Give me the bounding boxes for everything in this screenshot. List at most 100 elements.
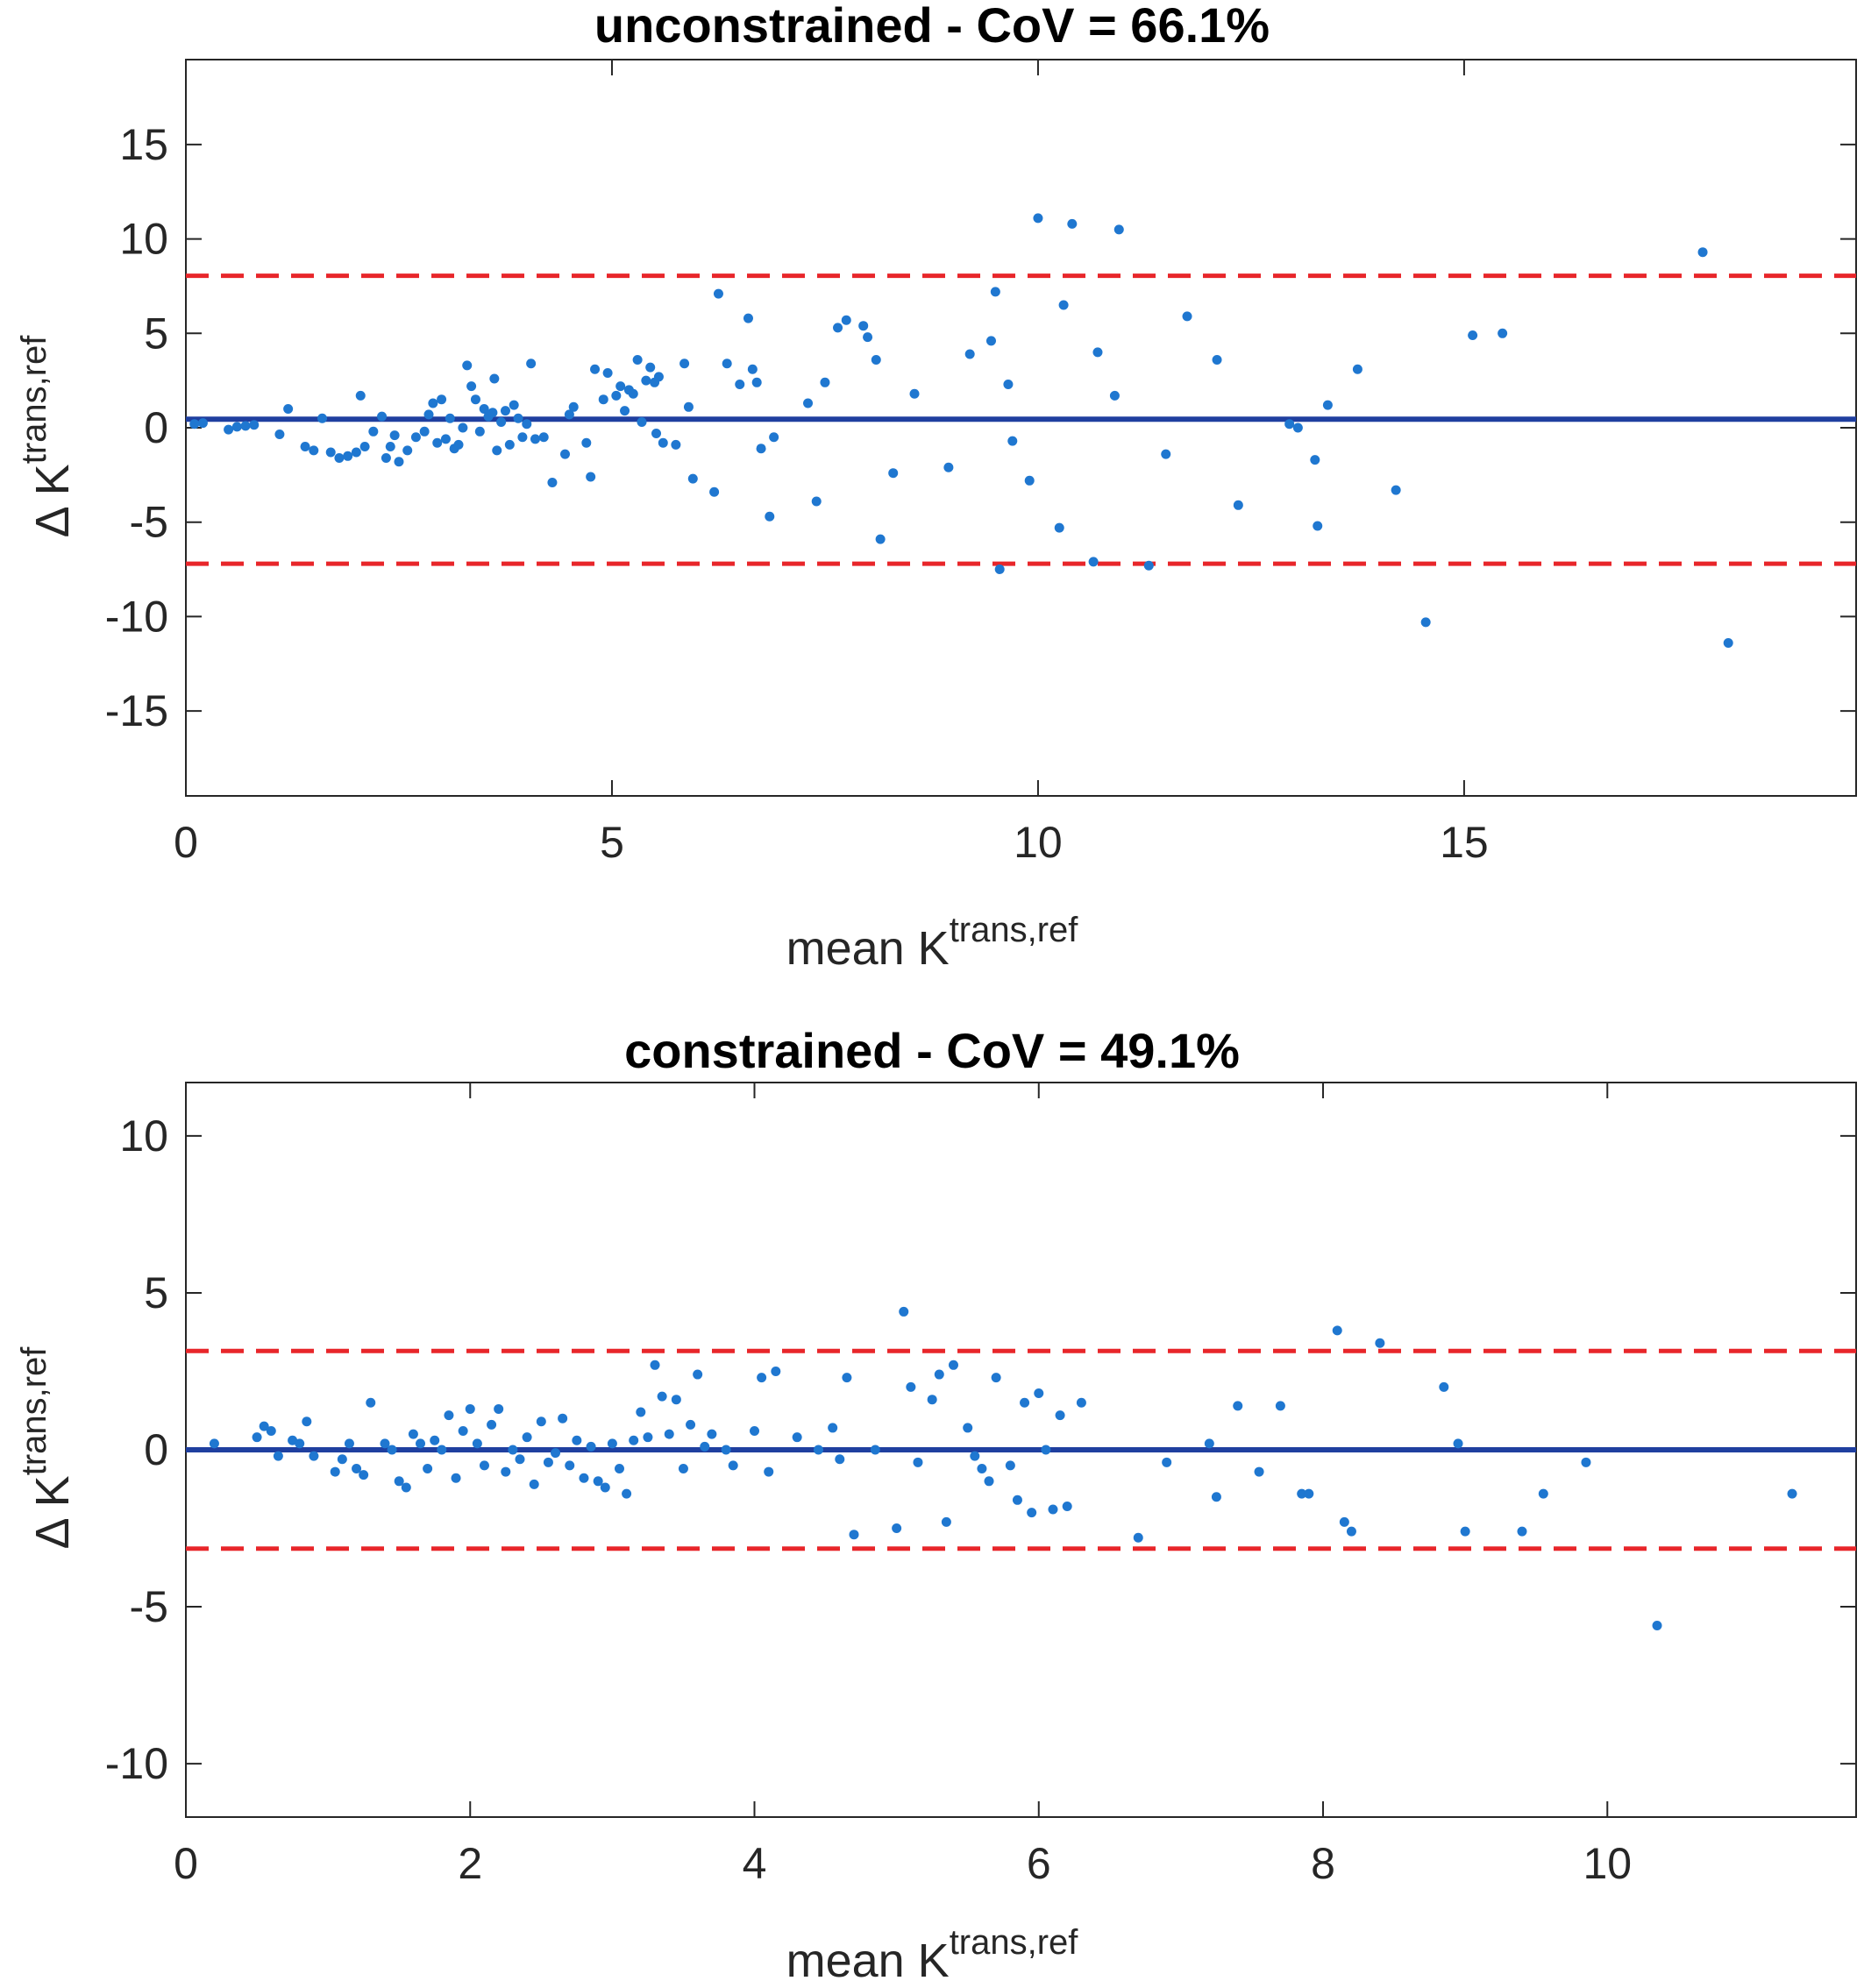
- scatter-point: [913, 1457, 923, 1467]
- scatter-point: [266, 1426, 276, 1437]
- x-tick-label: 6: [1027, 1839, 1051, 1888]
- scatter-point: [423, 1463, 433, 1473]
- y-tick-label: 15: [119, 120, 168, 169]
- scatter-point: [1161, 449, 1171, 459]
- scatter-point: [387, 1445, 397, 1455]
- scatter-point: [892, 1523, 902, 1534]
- scatter-point: [1284, 419, 1295, 430]
- scatter-point: [835, 1454, 845, 1465]
- scatter-point: [465, 1403, 475, 1414]
- scatter-point: [453, 439, 464, 450]
- scatter-point: [687, 473, 698, 484]
- y-tick-label: -15: [105, 686, 168, 735]
- scatter-point: [1468, 330, 1478, 340]
- scatter-point: [671, 439, 681, 450]
- scatter-point: [500, 406, 510, 416]
- scatter-point: [757, 1373, 767, 1383]
- scatter-point: [317, 413, 328, 423]
- scatter-point: [259, 1421, 269, 1431]
- scatter-point: [586, 1441, 596, 1452]
- scatter-point: [283, 403, 294, 414]
- scatter-point: [769, 432, 779, 443]
- scatter-point: [295, 1438, 305, 1449]
- scatter-point: [377, 411, 388, 422]
- scatter-point: [871, 354, 881, 365]
- scatter-point: [538, 432, 549, 443]
- scatter-point: [1133, 1532, 1143, 1543]
- x-axis-label: mean Ktrans,ref: [786, 1923, 1079, 1987]
- y-tick-label: 0: [144, 1425, 168, 1474]
- scatter-point: [1391, 485, 1401, 495]
- scatter-point: [722, 359, 732, 369]
- scatter-point: [709, 486, 720, 497]
- scatter-point: [401, 1482, 411, 1493]
- scatter-point: [593, 1476, 603, 1487]
- scatter-point: [1723, 638, 1733, 649]
- scatter-point: [252, 1432, 262, 1443]
- scatter-point: [1058, 300, 1069, 310]
- scatter-point: [828, 1423, 838, 1433]
- scatter-point: [658, 437, 668, 448]
- scatter-point: [664, 1429, 674, 1439]
- y-tick-label: 10: [119, 215, 168, 264]
- scatter-point: [1005, 1460, 1015, 1471]
- scatter-point: [1054, 522, 1064, 533]
- scatter-point: [430, 1435, 440, 1445]
- y-axis-label-sup: trans,ref: [15, 335, 53, 465]
- scatter-point: [209, 1438, 219, 1449]
- scatter-point: [501, 1466, 511, 1477]
- scatter-point: [224, 424, 234, 435]
- x-tick-label: 10: [1014, 818, 1063, 867]
- scatter-point: [607, 1438, 617, 1449]
- scatter-point: [700, 1441, 710, 1452]
- scatter-point: [679, 359, 690, 369]
- scatter-point: [1420, 617, 1431, 628]
- scatter-point: [1310, 455, 1320, 465]
- scatter-point: [657, 1391, 667, 1402]
- scatter-point: [359, 442, 370, 452]
- scatter-point: [990, 287, 1000, 297]
- scatter-point: [408, 1429, 418, 1439]
- y-tick-label: -5: [130, 1582, 168, 1631]
- scatter-point: [489, 373, 500, 384]
- scatter-point: [1204, 1438, 1214, 1449]
- scatter-point: [1460, 1526, 1470, 1537]
- scatter-point: [416, 1438, 426, 1449]
- scatter-point: [385, 442, 395, 452]
- scatter-point: [558, 1413, 568, 1424]
- scatter-point: [765, 511, 775, 522]
- scatter-point: [985, 336, 996, 346]
- scatter-point: [875, 534, 886, 544]
- y-axis-label: Δ Ktrans,ref: [15, 1346, 79, 1550]
- scatter-point: [1254, 1466, 1264, 1477]
- scatter-point: [678, 1463, 688, 1473]
- scatter-point: [394, 1476, 404, 1487]
- scatter-point: [984, 1476, 994, 1487]
- scatter-point: [1109, 390, 1120, 401]
- scatter-point: [909, 388, 920, 399]
- scatter-point: [437, 1445, 447, 1455]
- scatter-point: [1007, 436, 1018, 446]
- scatter-point: [970, 1451, 980, 1461]
- scatter-point: [522, 419, 532, 430]
- scatter-point: [309, 1451, 319, 1461]
- scatter-point: [586, 472, 596, 482]
- y-tick-label: 10: [119, 1111, 168, 1161]
- scatter-point: [381, 452, 391, 463]
- y-axis-label-sup: trans,ref: [15, 1346, 53, 1476]
- scatter-point: [750, 1426, 760, 1437]
- scatter-point: [792, 1432, 802, 1443]
- scatter-point: [683, 401, 694, 412]
- scatter-point: [977, 1463, 987, 1473]
- scatter-point: [445, 413, 455, 423]
- scatter-point: [579, 1473, 589, 1483]
- y-tick-label: 5: [144, 1268, 168, 1317]
- scatter-point: [1297, 1488, 1307, 1499]
- scatter-point: [560, 449, 571, 459]
- scatter-point: [1439, 1381, 1449, 1392]
- scatter-point: [189, 419, 200, 430]
- x-axis-label-main: mean K: [786, 922, 950, 975]
- scatter-point: [842, 1373, 852, 1383]
- scatter-point: [509, 400, 519, 410]
